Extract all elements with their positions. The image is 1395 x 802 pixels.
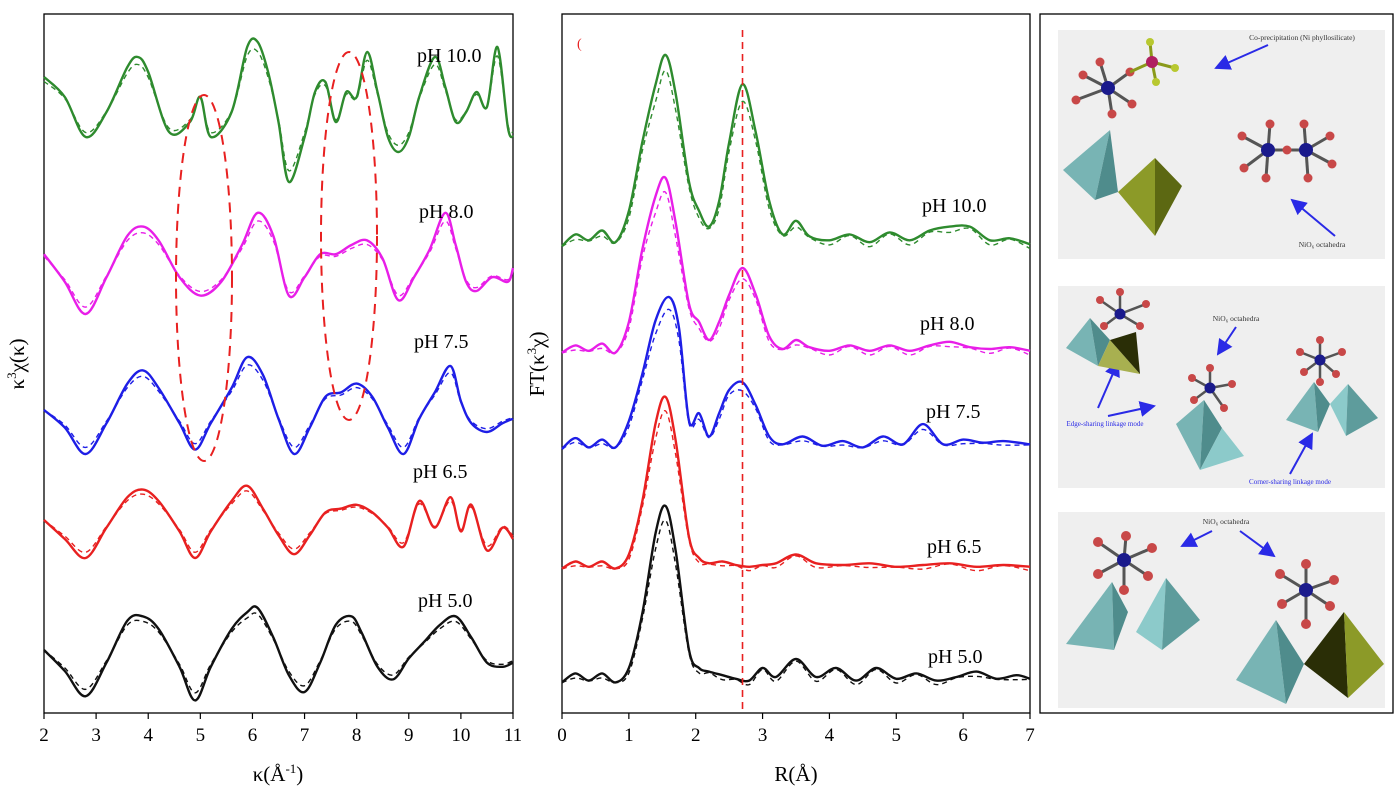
ni-dimer-ball-stick bbox=[1237, 119, 1337, 183]
chi-k-x-ticks: 2 3 4 5 6 7 8 9 10 11 bbox=[39, 713, 522, 746]
x-tick-label: 2 bbox=[39, 725, 49, 746]
x-tick-label: 4 bbox=[143, 725, 153, 746]
x-tick-label: 3 bbox=[91, 725, 101, 746]
arrow-nio6-bottom-left bbox=[1180, 530, 1213, 547]
ft-r-series-line bbox=[561, 395, 1031, 570]
chi-k-fit-line bbox=[43, 612, 514, 694]
x-tick-label: 6 bbox=[248, 725, 258, 746]
ft-r-x-axis-title: R(Å) bbox=[774, 762, 817, 786]
chi-k-series-line bbox=[43, 37, 515, 184]
ft-r-series-line bbox=[561, 504, 1031, 684]
chi-k-series-label: pH 5.0 bbox=[418, 590, 472, 612]
panel-corner-mark: ( bbox=[577, 37, 582, 52]
nio6-label-middle: NiO₆ octahedra bbox=[1213, 314, 1260, 323]
arrow-precipitation bbox=[1290, 198, 1336, 237]
dashed-oval-right bbox=[320, 51, 378, 421]
chi-k-series-line bbox=[43, 484, 514, 560]
ft-r-series-label: pH 5.0 bbox=[928, 646, 982, 668]
chi-k-fit-line bbox=[43, 364, 514, 449]
bottom-left-polyhedra bbox=[1066, 531, 1200, 650]
ft-r-series-line bbox=[561, 175, 1031, 355]
chi-k-series-label: pH 8.0 bbox=[419, 201, 473, 223]
arrow-coprecipitation bbox=[1214, 44, 1269, 70]
arrow-nio6-bottom-right bbox=[1239, 530, 1276, 558]
corner-sharing-polyhedra bbox=[1286, 336, 1378, 436]
ft-r-plot-frame bbox=[561, 13, 1031, 714]
ft-r-x-ticks: 0 1 2 3 4 5 6 7 bbox=[557, 713, 1035, 746]
x-tick-label: 6 bbox=[958, 725, 968, 746]
precipitation-label: NiO₆ octahedra bbox=[1299, 240, 1346, 249]
structure-panel: Co-precipitation (Ni phyllosilicate) NiO… bbox=[1039, 13, 1394, 714]
chi-k-series-label: pH 7.5 bbox=[414, 331, 468, 353]
chi-k-series-label: pH 10.0 bbox=[417, 45, 481, 67]
ft-r-series-group bbox=[561, 53, 1031, 686]
ft-r-series-label: pH 7.5 bbox=[926, 401, 980, 423]
corner-sharing-label: Corner-sharing linkage mode bbox=[1249, 478, 1331, 486]
arrow-edge-sharing-1 bbox=[1097, 360, 1120, 409]
ft-r-fit-line bbox=[561, 519, 1031, 686]
dashed-oval-left bbox=[175, 94, 233, 462]
chi-k-fit-line bbox=[43, 48, 514, 172]
ft-r-series-label: pH 6.5 bbox=[927, 536, 981, 558]
structure-box-precipitation: Co-precipitation (Ni phyllosilicate) NiO… bbox=[1058, 30, 1385, 259]
chi-k-y-axis-title: κ3χ(κ) bbox=[4, 339, 29, 390]
ft-r-series-label: pH 10.0 bbox=[922, 195, 986, 217]
chi-k-highlight-ovals bbox=[175, 51, 378, 462]
edge-sharing-polyhedra bbox=[1066, 288, 1150, 374]
nio6-label-bottom: NiO₆ octahedra bbox=[1203, 517, 1250, 526]
x-tick-label: 11 bbox=[504, 725, 522, 746]
x-tick-label: 5 bbox=[196, 725, 206, 746]
structure-panel-frame bbox=[1039, 13, 1394, 714]
chi-k-series-label: pH 6.5 bbox=[413, 461, 467, 483]
structure-box-linkage-modes: NiO₆ octahedra Edge-sharing linkage mode… bbox=[1058, 286, 1385, 488]
chi-k-x-axis-title: κ(Å-1) bbox=[253, 761, 304, 786]
ft-r-fit-line bbox=[561, 190, 1031, 356]
x-tick-label: 4 bbox=[825, 725, 835, 746]
x-tick-label: 10 bbox=[451, 725, 470, 746]
ft-r-series-label: pH 8.0 bbox=[920, 313, 974, 335]
edge-sharing-label: Edge-sharing linkage mode bbox=[1067, 420, 1144, 428]
structure-box-nio6-octahedra: NiO₆ octahedra bbox=[1058, 512, 1385, 708]
edge-sharing-pair-center bbox=[1176, 364, 1244, 470]
ft-r-fit-line bbox=[561, 69, 1031, 250]
ft-r-panel: ( 0 1 2 3 4 5 6 7 pH 10.0 pH 8.0 pH 7.5 pH 6.5 pH 5… bbox=[524, 13, 1035, 786]
x-tick-label: 3 bbox=[758, 725, 768, 746]
ni-octahedron-ball-stick bbox=[1071, 38, 1179, 119]
chi-k-plot-frame bbox=[43, 13, 514, 714]
x-tick-label: 0 bbox=[557, 725, 567, 746]
x-tick-label: 2 bbox=[691, 725, 701, 746]
x-tick-label: 1 bbox=[624, 725, 634, 746]
ft-r-series-line bbox=[561, 53, 1031, 248]
chi-k-series-line bbox=[43, 605, 514, 702]
chi-k-fit-line bbox=[43, 220, 514, 308]
arrow-nio6-middle bbox=[1216, 326, 1237, 356]
x-tick-label: 7 bbox=[300, 725, 310, 746]
bottom-right-polyhedra bbox=[1236, 559, 1384, 704]
ft-r-series-labels: pH 10.0 pH 8.0 pH 7.5 pH 6.5 pH 5.0 bbox=[920, 195, 986, 668]
chi-k-series-group bbox=[43, 37, 515, 702]
chi-k-series-line bbox=[43, 355, 514, 456]
arrow-edge-sharing-2 bbox=[1107, 401, 1156, 417]
x-tick-label: 9 bbox=[404, 725, 414, 746]
polyhedra-pair-1 bbox=[1063, 130, 1182, 236]
arrow-corner-sharing bbox=[1289, 432, 1313, 475]
chi-k-series-labels: pH 10.0 pH 8.0 pH 7.5 pH 6.5 pH 5.0 bbox=[413, 45, 481, 612]
chi-k-fit-line bbox=[43, 490, 514, 554]
ft-r-y-axis-title: FT(κ3χ) bbox=[524, 332, 549, 397]
x-tick-label: 5 bbox=[892, 725, 902, 746]
x-tick-label: 7 bbox=[1025, 725, 1035, 746]
chi-k-panel: 2 3 4 5 6 7 8 9 10 11 pH 10.0pH 8.0pH 7.5pH 6.5pH… bbox=[4, 13, 522, 786]
coprecipitation-label: Co-precipitation (Ni phyllosilicate) bbox=[1249, 33, 1355, 42]
x-tick-label: 8 bbox=[352, 725, 362, 746]
